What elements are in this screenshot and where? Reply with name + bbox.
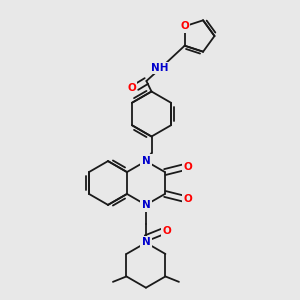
Text: O: O [183,162,192,172]
Text: O: O [127,82,136,93]
Text: O: O [180,21,189,31]
Text: O: O [183,194,192,204]
Text: O: O [163,226,171,236]
Text: NH: NH [151,63,169,73]
Text: N: N [142,200,150,211]
Text: N: N [142,237,150,247]
Text: N: N [142,155,150,166]
